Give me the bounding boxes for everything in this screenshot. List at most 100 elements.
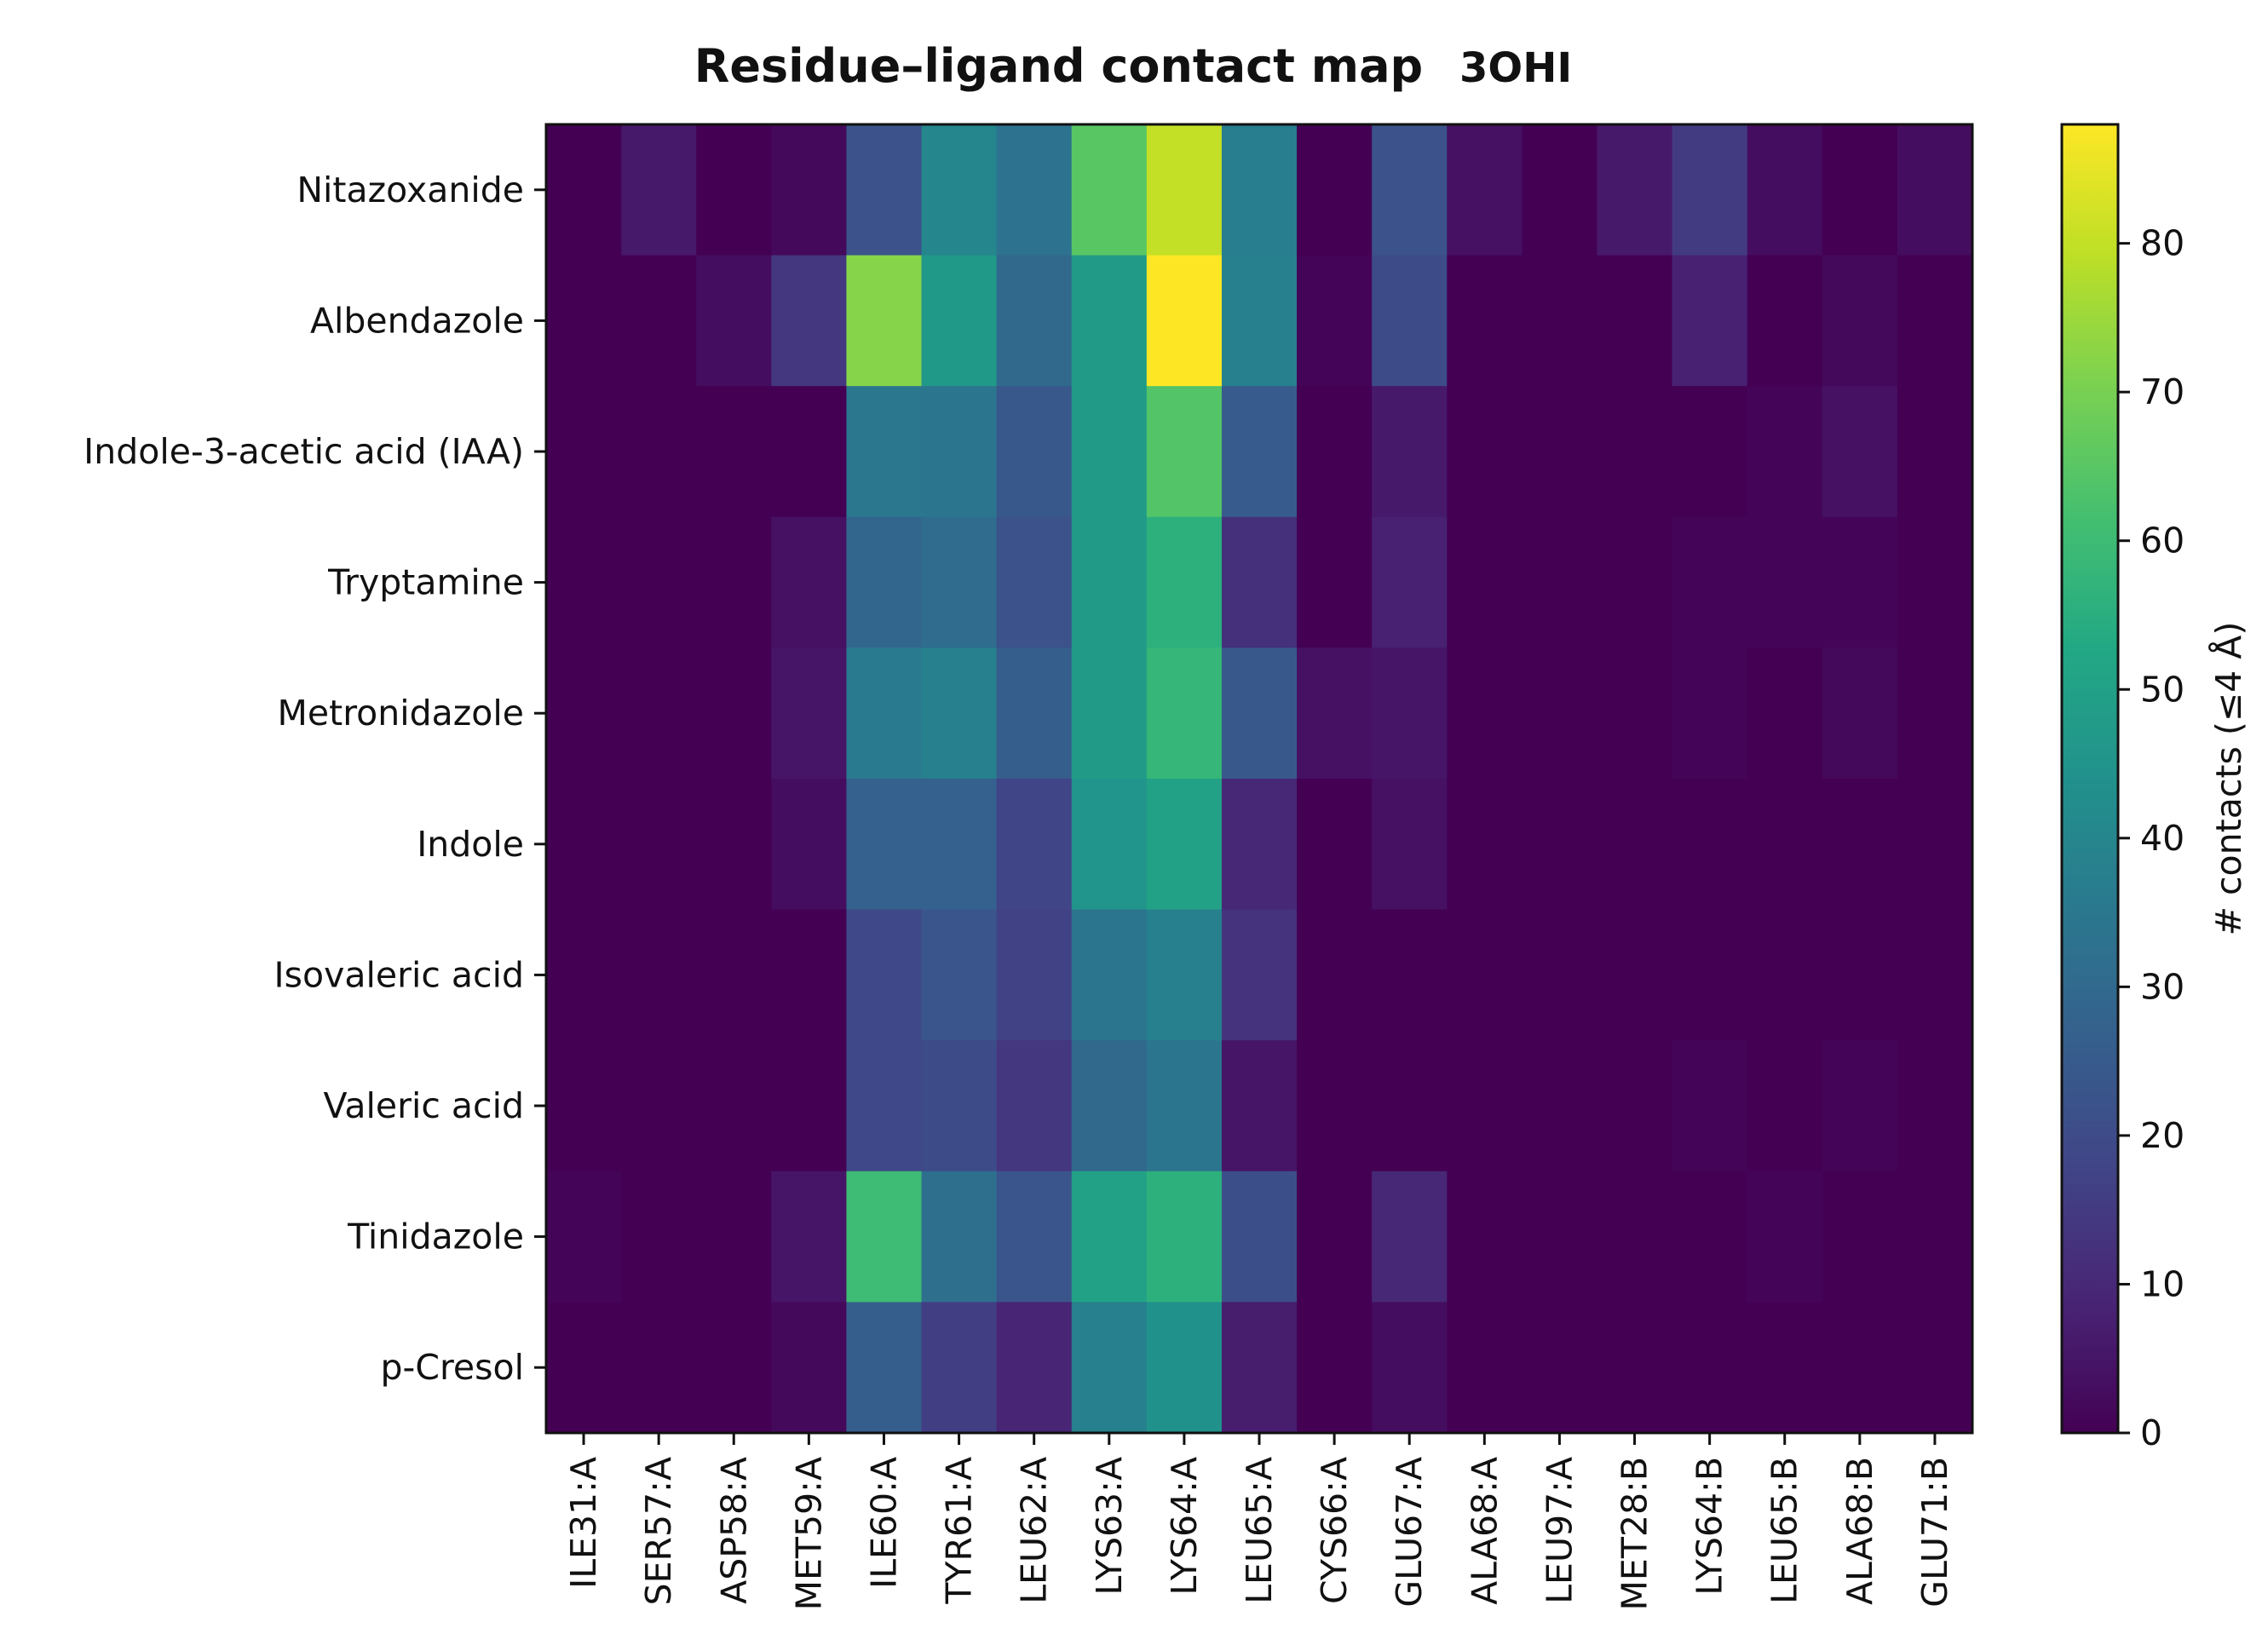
chart-title: Residue–ligand contact map 3OHI (694, 39, 1572, 93)
heatmap-cell (546, 779, 622, 911)
x-tick-label: ALA68:A (1464, 1457, 1505, 1605)
heatmap-cell (546, 1302, 622, 1434)
heatmap-cell (1146, 516, 1223, 648)
heatmap-cell (921, 1302, 998, 1434)
heatmap-cell (1597, 909, 1673, 1041)
heatmap-cell (1372, 386, 1448, 518)
heatmap-cell (1897, 909, 1973, 1041)
heatmap-cell (1071, 1040, 1148, 1172)
heatmap-cell (621, 909, 697, 1041)
heatmap-cell (1597, 647, 1673, 779)
heatmap-cell (696, 1302, 772, 1434)
heatmap-cell (1447, 124, 1523, 256)
heatmap-cell (1597, 1040, 1673, 1172)
heatmap-cell (1822, 124, 1898, 256)
heatmap-cell (771, 386, 848, 518)
heatmap-cell (996, 255, 1073, 387)
heatmap-cell (1522, 909, 1598, 1041)
heatmap-cell (1447, 1040, 1523, 1172)
colorbar-label: # contacts (≤4 Å) (2208, 622, 2249, 936)
colorbar-tick-label: 70 (2140, 371, 2185, 412)
heatmap-cell (846, 124, 923, 256)
heatmap-cell (1146, 1302, 1223, 1434)
heatmap-cell (1672, 124, 1748, 256)
heatmap-cell (1597, 1302, 1673, 1434)
y-tick-label: Indole-3-acetic acid (IAA) (83, 431, 524, 472)
heatmap-cell (1071, 1171, 1148, 1303)
heatmap-cell (921, 1171, 998, 1303)
heatmap-cell (1897, 255, 1973, 387)
heatmap-cell (1822, 386, 1898, 518)
heatmap-cell (1071, 1302, 1148, 1434)
heatmap-cell (846, 1171, 923, 1303)
heatmap-cell (1747, 1302, 1823, 1434)
heatmap-cell (996, 779, 1073, 911)
colorbar-tick-label: 10 (2140, 1263, 2185, 1304)
heatmap-cell (771, 1171, 848, 1303)
heatmap-cell (1221, 1302, 1298, 1434)
x-tick-label: LEU97:A (1539, 1457, 1580, 1604)
x-tick-label: LEU65:A (1239, 1457, 1280, 1604)
heatmap-cell (1372, 124, 1448, 256)
heatmap-cell (846, 1302, 923, 1434)
x-tick-label: MET28:B (1615, 1457, 1655, 1610)
heatmap-cell (621, 516, 697, 648)
heatmap-cell (1522, 779, 1598, 911)
colorbar-tick-label: 20 (2140, 1115, 2185, 1156)
heatmap-cell (696, 1171, 772, 1303)
heatmap-cell (1372, 779, 1448, 911)
heatmap-cell (1372, 1040, 1448, 1172)
chart-subtitle: 3OHI (1459, 44, 1572, 92)
heatmap-cell (1672, 386, 1748, 518)
heatmap-cell (846, 255, 923, 387)
heatmap-cell (546, 255, 622, 387)
x-tick-label: LYS64:B (1689, 1457, 1730, 1596)
heatmap-cell (1822, 255, 1898, 387)
heatmap-cell (1897, 779, 1973, 911)
heatmap-cell (846, 647, 923, 779)
heatmap-cell (1747, 124, 1823, 256)
x-tick-label: GLU71:B (1914, 1457, 1955, 1608)
heatmap-cell (696, 647, 772, 779)
heatmap-cell (621, 647, 697, 779)
heatmap-cell (1822, 1302, 1898, 1434)
y-tick-label: Indole (417, 824, 524, 865)
y-tick-label: Valeric acid (323, 1085, 524, 1126)
heatmap-cell (1522, 647, 1598, 779)
heatmap-cell (1221, 1171, 1298, 1303)
y-axis: Nitazoxanide Albendazole Indole-3-acetic a… (83, 170, 546, 1388)
heatmap-cell (1372, 1302, 1448, 1434)
colorbar-tick-label: 80 (2140, 223, 2185, 264)
y-tick-label: Albendazole (310, 300, 524, 341)
x-tick-label: ILE60:A (863, 1457, 904, 1589)
heatmap-cell (1372, 1171, 1448, 1303)
heatmap-cell (621, 1302, 697, 1434)
heatmap-cell (696, 386, 772, 518)
heatmap-cell (1897, 386, 1973, 518)
heatmap-cell (1597, 255, 1673, 387)
heatmap-cell (1297, 909, 1373, 1041)
heatmap-cell (1822, 516, 1898, 648)
heatmap-cell (1747, 386, 1823, 518)
heatmap-cell (1672, 516, 1748, 648)
heatmap-cell (1447, 779, 1523, 911)
heatmap-cell (921, 647, 998, 779)
y-tick-label: Nitazoxanide (296, 170, 524, 210)
heatmap-cell (1146, 386, 1223, 518)
x-tick-label: CYS66:A (1314, 1457, 1355, 1604)
heatmap-cell (1297, 779, 1373, 911)
heatmap-cell (1071, 779, 1148, 911)
x-tick-label: LYS63:A (1089, 1457, 1130, 1596)
heatmap-cell (1297, 516, 1373, 648)
heatmap-cell (1672, 909, 1748, 1041)
heatmap-cell (1522, 255, 1598, 387)
heatmap-cell (1822, 909, 1898, 1041)
heatmap-cell (546, 124, 622, 256)
heatmap-cell (1522, 516, 1598, 648)
heatmap-cell (1071, 909, 1148, 1041)
x-tick-label: ILE31:A (563, 1457, 604, 1589)
x-tick-label: SER57:A (638, 1457, 679, 1605)
x-tick-label: ASP58:A (713, 1457, 754, 1604)
heatmap-cell (1672, 1171, 1748, 1303)
heatmap-cell (1372, 516, 1448, 648)
